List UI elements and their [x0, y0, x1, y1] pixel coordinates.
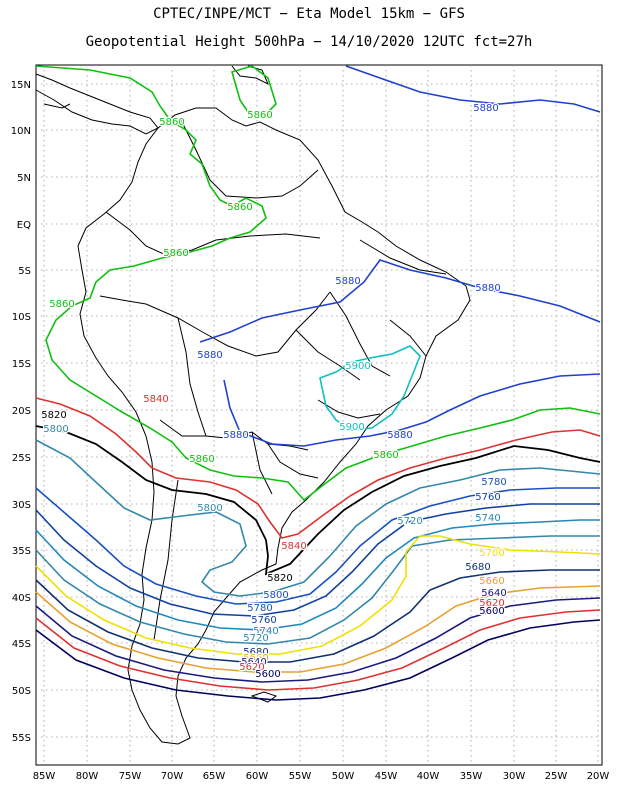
plot-frame	[35, 64, 603, 766]
contour-label: 5840	[143, 394, 168, 405]
contour-label: 5760	[475, 492, 500, 503]
contour-label: 5860	[227, 202, 252, 213]
contour-5700	[35, 535, 601, 655]
contour-label: 5820	[41, 410, 66, 421]
longitude-tick-label: 35W	[460, 771, 483, 782]
contour-lines	[35, 65, 601, 701]
contour-label: 5720	[397, 516, 422, 527]
contour-label: 5780	[247, 603, 272, 614]
contour-label: 5860	[247, 110, 272, 121]
contour-5720	[35, 535, 600, 645]
longitude-tick-label: 45W	[375, 771, 398, 782]
contour-label: 5860	[163, 248, 188, 259]
latitude-tick-label: 20S	[12, 406, 31, 417]
latitude-tick-label: EQ	[17, 220, 31, 231]
contour-label: 5800	[43, 424, 68, 435]
longitude-tick-label: 80W	[76, 771, 99, 782]
contour-label: 5620	[479, 598, 504, 609]
latitude-tick-label: 15N	[11, 80, 31, 91]
latitude-tick-label: 5N	[17, 173, 31, 184]
contour-label: 5720	[243, 633, 268, 644]
contour-label: 5880	[475, 283, 500, 294]
contour-label: 5900	[345, 361, 370, 372]
map-subtitle: Geopotential Height 500hPa − 14/10/2020 …	[85, 34, 533, 50]
contour-5780	[35, 487, 600, 605]
contour-label: 5860	[49, 299, 74, 310]
longitude-tick-label: 75W	[119, 771, 142, 782]
contour-5880-north	[345, 65, 601, 113]
latitude-tick-label: 10N	[11, 126, 31, 137]
contour-label: 5780	[481, 477, 506, 488]
longitude-tick-label: 20W	[587, 771, 610, 782]
longitude-tick-label: 25W	[545, 771, 568, 782]
contour-5800	[35, 439, 601, 597]
contour-5820	[35, 425, 601, 576]
latitude-tick-label: 10S	[12, 312, 31, 323]
latitude-tick-label: 5S	[18, 266, 31, 277]
contour-5840	[35, 397, 601, 539]
latitude-tick-label: 15S	[12, 359, 31, 370]
contour-label: 5640	[481, 588, 506, 599]
latitude-tick-label: 45S	[12, 639, 31, 650]
coastlines	[35, 65, 471, 745]
contour-label: 5840	[281, 541, 306, 552]
latitude-labels: 15N 10N 5N EQ 5S 10S 15S 20S 25S 30S 35S 40S 45S 50S 5…	[11, 80, 31, 744]
contour-5660	[35, 585, 601, 673]
longitude-tick-label: 40W	[417, 771, 440, 782]
contour-5860	[35, 65, 601, 502]
contour-5620	[35, 609, 601, 691]
longitude-tick-label: 85W	[33, 771, 56, 782]
longitude-tick-label: 70W	[161, 771, 184, 782]
contour-label: 5880	[223, 430, 248, 441]
contour-label: 5660	[243, 653, 268, 664]
contour-5640	[35, 597, 601, 683]
contour-label: 5880	[473, 103, 498, 114]
contour-label: 5740	[475, 513, 500, 524]
contour-label: 5800	[197, 503, 222, 514]
contour-value-labels: 5880 5860 5860 5860 5860 5860 5880 5880 5880 5900…	[40, 102, 508, 682]
latitude-tick-label: 55S	[12, 733, 31, 744]
latitude-tick-label: 40S	[12, 593, 31, 604]
contour-label: 5880	[197, 350, 222, 361]
contour-label: 5760	[251, 615, 276, 626]
longitude-labels: 85W 80W 75W 70W 65W 60W 55W 50W 45W 40W 35W 30W 25W 2…	[33, 771, 610, 782]
longitude-tick-label: 50W	[332, 771, 355, 782]
longitude-tick-label: 60W	[246, 771, 269, 782]
contour-label: 5880	[335, 276, 360, 287]
contour-label: 5880	[387, 430, 412, 441]
contour-label: 5600	[479, 606, 504, 617]
contour-label: 5680	[243, 647, 268, 658]
longitude-tick-label: 30W	[503, 771, 526, 782]
contour-label: 5700	[479, 548, 504, 559]
latitude-tick-label: 30S	[12, 500, 31, 511]
latitude-tick-label: 25S	[12, 453, 31, 464]
latitude-tick-label: 35S	[12, 546, 31, 557]
contour-5680	[35, 569, 600, 663]
contour-label: 5820	[267, 573, 292, 584]
contour-label: 5800	[263, 590, 288, 601]
contour-label: 5900	[339, 422, 364, 433]
contour-label: 5600	[255, 669, 280, 680]
longitude-tick-label: 65W	[203, 771, 226, 782]
contour-label: 5860	[189, 454, 214, 465]
contour-label: 5740	[253, 626, 278, 637]
contour-label: 5660	[479, 576, 504, 587]
contour-label: 5620	[239, 662, 264, 673]
contour-5600	[35, 619, 601, 701]
contour-label: 5680	[465, 562, 490, 573]
contour-label: 5860	[159, 117, 184, 128]
contour-label: 5640	[241, 657, 266, 668]
contour-label: 5860	[373, 450, 398, 461]
map-title: CPTEC/INPE/MCT − Eta Model 15km − GFS	[153, 6, 465, 22]
contour-5760	[35, 503, 600, 617]
latitude-tick-label: 50S	[12, 686, 31, 697]
longitude-tick-label: 55W	[289, 771, 312, 782]
contour-5880-central	[199, 259, 601, 343]
contour-5900	[319, 345, 421, 431]
contour-5740	[35, 519, 600, 631]
